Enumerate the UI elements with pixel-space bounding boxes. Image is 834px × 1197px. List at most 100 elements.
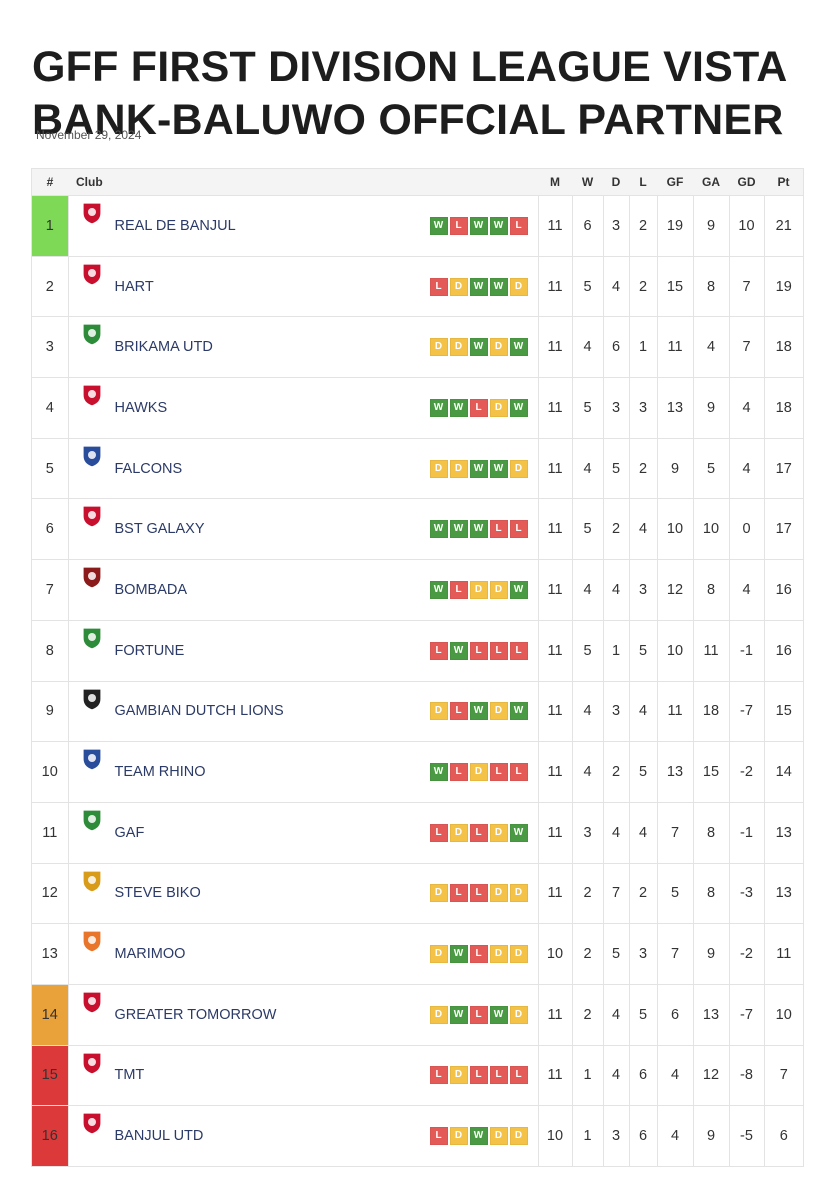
form-badge[interactable]: D xyxy=(489,884,508,903)
club-name-link[interactable]: GAMBIAN DUTCH LIONS xyxy=(114,703,284,720)
table-row[interactable]: 5 FALCONS D D W W D 11 4 5 2 9 5 4 17 xyxy=(32,438,803,500)
table-row[interactable]: 8 FORTUNE L W L L L 11 5 1 5 10 11 -1 16 xyxy=(32,620,803,682)
form-badge[interactable]: L xyxy=(509,1066,528,1085)
form-badge[interactable]: W xyxy=(509,338,528,357)
form-badge[interactable]: L xyxy=(429,1066,448,1085)
club-name-link[interactable]: BRIKAMA UTD xyxy=(114,339,213,356)
form-badge[interactable]: L xyxy=(429,1127,448,1146)
table-row[interactable]: 4 HAWKS W W L D W 11 5 3 3 13 9 4 18 xyxy=(32,377,803,439)
form-badge[interactable]: D xyxy=(489,1127,508,1146)
club-name-link[interactable]: HART xyxy=(114,278,154,295)
header-points[interactable]: Pt xyxy=(764,169,803,196)
form-badge[interactable]: D xyxy=(429,945,448,964)
form-badge[interactable]: W xyxy=(489,216,508,235)
table-row[interactable]: 14 GREATER TOMORROW D W L W D 11 2 4 5 6 13 -7 10 xyxy=(32,984,803,1046)
form-badge[interactable]: D xyxy=(429,884,448,903)
form-badge[interactable]: D xyxy=(449,459,468,478)
club-name-link[interactable]: HAWKS xyxy=(114,399,168,416)
form-badge[interactable]: D xyxy=(489,945,508,964)
club-name-link[interactable]: BANJUL UTD xyxy=(114,1128,204,1145)
table-row[interactable]: 13 MARIMOO D W L D D 10 2 5 3 7 9 -2 11 xyxy=(32,923,803,985)
form-badge[interactable]: L xyxy=(429,277,448,296)
table-row[interactable]: 10 TEAM RHINO W L D L L 11 4 2 5 13 15 -2 14 xyxy=(32,741,803,803)
header-matches[interactable]: M xyxy=(538,169,572,196)
form-badge[interactable]: L xyxy=(429,641,448,660)
form-badge[interactable]: L xyxy=(449,884,468,903)
form-badge[interactable]: D xyxy=(489,398,508,417)
form-badge[interactable]: L xyxy=(429,823,448,842)
form-badge[interactable]: D xyxy=(429,1005,448,1024)
table-row[interactable]: 2 HART L D W W D 11 5 4 2 15 8 7 19 xyxy=(32,256,803,318)
form-badge[interactable]: D xyxy=(429,459,448,478)
form-badge[interactable]: D xyxy=(469,763,488,782)
table-row[interactable]: 6 BST GALAXY W W W L L 11 5 2 4 10 10 0 17 xyxy=(32,498,803,561)
form-badge[interactable]: W xyxy=(489,459,508,478)
header-goals-against[interactable]: GA xyxy=(693,169,729,196)
table-row[interactable]: 16 BANJUL UTD L D W D D 10 1 3 6 4 9 -5 6 xyxy=(32,1105,803,1167)
form-badge[interactable]: W xyxy=(489,1005,508,1024)
club-name-link[interactable]: TMT xyxy=(114,1067,145,1084)
form-badge[interactable]: W xyxy=(509,398,528,417)
form-badge[interactable]: W xyxy=(469,702,488,721)
club-name-link[interactable]: GAF xyxy=(114,824,145,841)
form-badge[interactable]: L xyxy=(489,520,508,539)
form-badge[interactable]: D xyxy=(469,580,488,599)
form-badge[interactable]: W xyxy=(449,945,468,964)
table-row[interactable]: 9 GAMBIAN DUTCH LIONS D L W D W 11 4 3 4 11 18 -7 15 xyxy=(32,681,803,743)
header-draws[interactable]: D xyxy=(603,169,629,196)
form-badge[interactable]: D xyxy=(449,338,468,357)
form-badge[interactable]: D xyxy=(429,338,448,357)
form-badge[interactable]: D xyxy=(509,884,528,903)
form-badge[interactable]: L xyxy=(509,641,528,660)
form-badge[interactable]: W xyxy=(429,216,448,235)
club-name-link[interactable]: FALCONS xyxy=(114,460,183,477)
form-badge[interactable]: D xyxy=(509,459,528,478)
form-badge[interactable]: D xyxy=(509,277,528,296)
form-badge[interactable]: L xyxy=(469,1005,488,1024)
form-badge[interactable]: L xyxy=(469,641,488,660)
form-badge[interactable]: W xyxy=(429,580,448,599)
table-row[interactable]: 15 TMT L D L L L 11 1 4 6 4 12 -8 7 xyxy=(32,1045,803,1107)
form-badge[interactable]: L xyxy=(449,702,468,721)
club-name-link[interactable]: REAL DE BANJUL xyxy=(114,217,236,234)
form-badge[interactable]: W xyxy=(469,338,488,357)
form-badge[interactable]: D xyxy=(509,1005,528,1024)
form-badge[interactable]: L xyxy=(449,763,468,782)
form-badge[interactable]: L xyxy=(469,884,488,903)
form-badge[interactable]: L xyxy=(509,763,528,782)
form-badge[interactable]: D xyxy=(489,823,508,842)
form-badge[interactable]: L xyxy=(469,398,488,417)
header-losses[interactable]: L xyxy=(629,169,657,196)
form-badge[interactable]: W xyxy=(429,398,448,417)
form-badge[interactable]: W xyxy=(509,702,528,721)
form-badge[interactable]: D xyxy=(489,338,508,357)
header-wins[interactable]: W xyxy=(572,169,603,196)
form-badge[interactable]: W xyxy=(469,520,488,539)
form-badge[interactable]: W xyxy=(469,459,488,478)
form-badge[interactable]: D xyxy=(449,1066,468,1085)
club-name-link[interactable]: MARIMOO xyxy=(114,946,186,963)
form-badge[interactable]: W xyxy=(449,398,468,417)
form-badge[interactable]: W xyxy=(489,277,508,296)
form-badge[interactable]: D xyxy=(449,1127,468,1146)
header-club[interactable]: Club xyxy=(68,169,538,196)
form-badge[interactable]: L xyxy=(489,1066,508,1085)
club-name-link[interactable]: STEVE BIKO xyxy=(114,885,201,902)
form-badge[interactable]: D xyxy=(489,702,508,721)
form-badge[interactable]: W xyxy=(469,216,488,235)
header-pos[interactable]: # xyxy=(32,169,68,196)
club-name-link[interactable]: BST GALAXY xyxy=(114,521,205,538)
form-badge[interactable]: L xyxy=(449,216,468,235)
form-badge[interactable]: D xyxy=(509,1127,528,1146)
form-badge[interactable]: W xyxy=(449,641,468,660)
form-badge[interactable]: L xyxy=(469,823,488,842)
form-badge[interactable]: W xyxy=(469,1127,488,1146)
form-badge[interactable]: W xyxy=(429,763,448,782)
club-name-link[interactable]: TEAM RHINO xyxy=(114,764,206,781)
club-name-link[interactable]: GREATER TOMORROW xyxy=(114,1006,277,1023)
form-badge[interactable]: W xyxy=(449,520,468,539)
form-badge[interactable]: W xyxy=(429,520,448,539)
form-badge[interactable]: D xyxy=(489,580,508,599)
form-badge[interactable]: W xyxy=(469,277,488,296)
form-badge[interactable]: L xyxy=(489,763,508,782)
